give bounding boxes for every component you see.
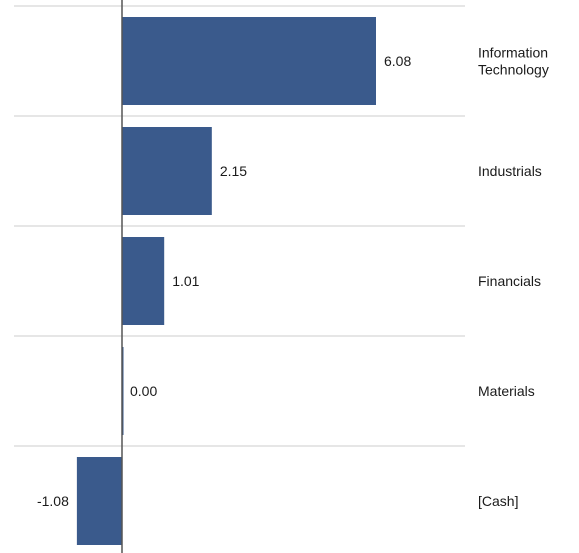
category-label: Industrials xyxy=(478,163,542,179)
category-label: Information xyxy=(478,45,548,61)
bar xyxy=(122,17,376,105)
gridlines xyxy=(14,5,465,447)
bar xyxy=(122,237,165,325)
data-label: 0.00 xyxy=(130,383,157,399)
data-label: -1.08 xyxy=(37,493,69,509)
bar xyxy=(122,127,212,215)
bar xyxy=(76,457,122,545)
category-label: [Cash] xyxy=(478,493,518,509)
category-label: Materials xyxy=(478,383,535,399)
category-label: Technology xyxy=(478,62,549,78)
data-label: 1.01 xyxy=(172,273,199,289)
bars xyxy=(76,17,376,545)
data-label: 6.08 xyxy=(384,53,411,69)
category-label: Financials xyxy=(478,273,541,289)
data-label: 2.15 xyxy=(220,163,247,179)
